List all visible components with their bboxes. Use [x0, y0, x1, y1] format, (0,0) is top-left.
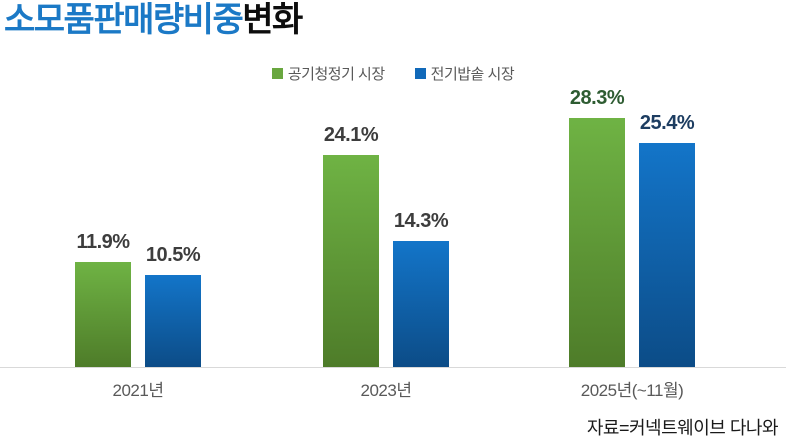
chart-legend: 공기청정기 시장 전기밥솥 시장 [0, 62, 786, 84]
x-axis-baseline [0, 367, 786, 368]
bar-series0-group1 [323, 155, 379, 367]
category-label-0: 2021년 [112, 381, 164, 400]
bar-series0-group0 [75, 262, 131, 367]
legend-item-rice-cooker: 전기밥솥 시장 [414, 63, 515, 84]
source-credit: 자료=커넥트웨이브 다나와 [586, 418, 779, 438]
bar-series1-group1 [393, 241, 449, 367]
title-highlight: 소모품판매량비중 [4, 1, 244, 39]
category-label-1: 2023년 [360, 381, 412, 400]
bar-series0-group2 [569, 118, 625, 367]
bar-series1-group0 [145, 275, 201, 367]
legend-marker-green-square-icon [271, 67, 283, 79]
legend-label: 공기청정기 시장 [287, 65, 385, 83]
value-label-series1-group0: 10.5% [145, 244, 201, 266]
legend-label: 전기밥솥 시장 [430, 65, 515, 83]
legend-item-air-purifier: 공기청정기 시장 [271, 63, 385, 84]
page-title: 소모품판매량비중변화 [4, 0, 303, 42]
value-label-series1-group1: 14.3% [393, 210, 449, 232]
value-label-series0-group0: 11.9% [76, 231, 130, 253]
legend-marker-blue-square-icon [414, 67, 426, 79]
title-rest: 변화 [242, 1, 303, 39]
value-label-series0-group1: 24.1% [323, 124, 379, 146]
bar-series1-group2 [639, 143, 695, 367]
value-label-series1-group2: 25.4% [639, 112, 695, 134]
value-label-series0-group2: 28.3% [569, 87, 625, 109]
category-label-2: 2025년(~11월) [580, 381, 684, 400]
